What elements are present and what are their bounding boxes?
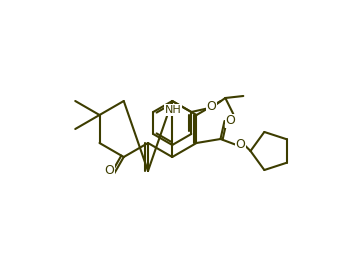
Text: O: O — [206, 100, 216, 113]
Text: O: O — [104, 164, 114, 177]
Text: NH: NH — [165, 105, 182, 115]
Text: O: O — [236, 138, 245, 151]
Text: O: O — [225, 115, 236, 128]
